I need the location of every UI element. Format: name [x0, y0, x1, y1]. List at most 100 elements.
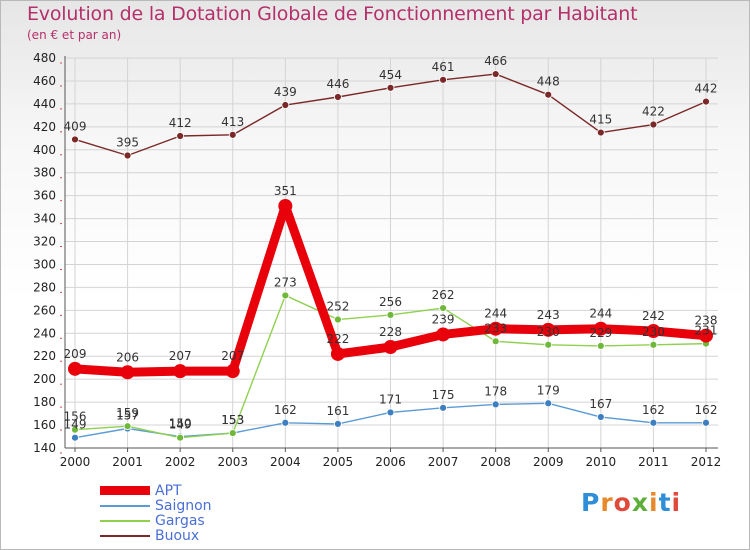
data-label-saignon: 175	[432, 388, 455, 402]
data-point-saignon	[439, 403, 447, 412]
data-point-buoux	[123, 151, 132, 160]
data-point-buoux	[386, 83, 395, 92]
data-label-gargas: 230	[642, 325, 665, 339]
data-point-buoux	[702, 97, 710, 106]
data-point-saignon	[334, 420, 342, 428]
data-label-saignon: 162	[642, 403, 665, 417]
data-point-apt	[330, 346, 345, 361]
data-point-gargas	[228, 429, 237, 437]
data-label-apt: 238	[695, 314, 718, 328]
data-label-apt: 244	[484, 307, 507, 321]
y-tick-label: 480	[33, 51, 56, 65]
x-tick-label: 2002	[165, 455, 196, 469]
legend-swatch-gargas	[100, 520, 150, 522]
legend-item-saignon: Saignon	[100, 498, 300, 516]
data-label-buoux: 395	[116, 136, 139, 150]
data-point-gargas	[71, 425, 79, 434]
y-tick-label: 180	[33, 395, 56, 409]
y-tick-label: 360	[33, 189, 56, 203]
axes: 140 160 180 200 220 240 260 280 300 320 340 360 380 4…	[33, 51, 721, 469]
data-label-apt: 242	[642, 309, 665, 323]
legend-label-gargas: Gargas	[155, 513, 205, 529]
data-label-apt: 243	[537, 308, 560, 322]
data-point-gargas	[544, 340, 553, 349]
data-label-gargas: 256	[379, 295, 402, 309]
data-point-gargas	[176, 433, 185, 442]
data-label-gargas: 233	[484, 321, 507, 335]
y-tick-label: 460	[33, 74, 56, 88]
y-tick-label: 160	[33, 418, 56, 432]
data-label-gargas: 252	[326, 300, 349, 314]
data-point-saignon	[71, 433, 79, 442]
data-label-buoux: 415	[589, 113, 612, 127]
data-label-apt: 351	[274, 184, 297, 198]
data-label-buoux: 466	[484, 54, 507, 68]
data-label-apt: 244	[589, 307, 612, 321]
data-label-saignon: 153	[221, 413, 244, 427]
data-label-apt: 206	[116, 350, 139, 364]
chart-subtitle: (en € et par an)	[27, 28, 122, 42]
x-tick-label: 2012	[691, 455, 722, 469]
data-label-gargas: 159	[116, 406, 139, 420]
data-label-apt: 239	[432, 312, 455, 326]
data-label-saignon: 149	[64, 418, 87, 432]
y-tick-label: 280	[33, 280, 56, 294]
y-tick-label: 340	[33, 212, 56, 226]
data-point-gargas	[334, 315, 342, 324]
data-point-buoux	[596, 128, 605, 137]
data-point-buoux	[228, 130, 237, 139]
logo-letter: o	[613, 488, 632, 517]
data-point-gargas	[596, 342, 605, 350]
data-point-saignon	[649, 418, 658, 427]
grid	[65, 57, 718, 449]
data-point-buoux	[334, 93, 342, 101]
data-point-buoux	[71, 135, 79, 144]
data-label-buoux: 448	[537, 75, 560, 89]
y-tick-label: 440	[33, 97, 56, 111]
data-point-apt	[541, 322, 556, 337]
y-tick-label: 200	[33, 372, 56, 386]
data-point-gargas	[386, 311, 395, 319]
x-tick-label: 2003	[217, 455, 248, 469]
data-point-buoux	[649, 120, 658, 129]
data-point-apt	[225, 364, 240, 379]
data-point-buoux	[491, 70, 500, 78]
data-label-buoux: 439	[274, 85, 297, 99]
data-label-saignon: 167	[589, 397, 612, 411]
data-point-saignon	[544, 399, 553, 408]
data-label-gargas: 262	[432, 288, 455, 302]
proxiti-logo: Proxiti	[581, 488, 681, 517]
data-point-saignon	[491, 400, 500, 409]
legend-item-apt: APT	[100, 483, 300, 501]
data-point-saignon	[596, 413, 605, 421]
x-tick-label: 2010	[586, 455, 617, 469]
logo-letter: t	[658, 488, 672, 517]
y-tick-label: 420	[33, 120, 56, 134]
y-tick-label: 220	[33, 349, 56, 363]
data-point-buoux	[439, 75, 447, 84]
y-tick-label: 240	[33, 326, 56, 340]
data-label-apt: 207	[169, 349, 192, 363]
data-label-gargas: 229	[589, 326, 612, 340]
x-tick-label: 2005	[323, 455, 354, 469]
data-label-buoux: 409	[64, 119, 87, 133]
y-tick-label: 140	[33, 441, 56, 455]
data-label-apt: 207	[221, 349, 244, 363]
data-label-buoux: 442	[695, 82, 718, 96]
data-point-apt	[278, 198, 293, 213]
data-label-buoux: 412	[169, 116, 192, 130]
data-label-saignon: 171	[379, 392, 402, 406]
data-label-buoux: 422	[642, 105, 665, 119]
x-tick-label: 2004	[270, 455, 301, 469]
data-point-gargas	[649, 340, 658, 349]
data-point-saignon	[702, 418, 710, 427]
x-tick-label: 2000	[60, 455, 91, 469]
data-label-gargas: 156	[64, 410, 87, 424]
data-label-saignon: 150	[169, 417, 192, 431]
data-label-gargas: 149	[169, 418, 192, 432]
data-label-buoux: 446	[326, 77, 349, 91]
data-point-apt	[646, 324, 661, 338]
x-tick-label: 2009	[533, 455, 564, 469]
